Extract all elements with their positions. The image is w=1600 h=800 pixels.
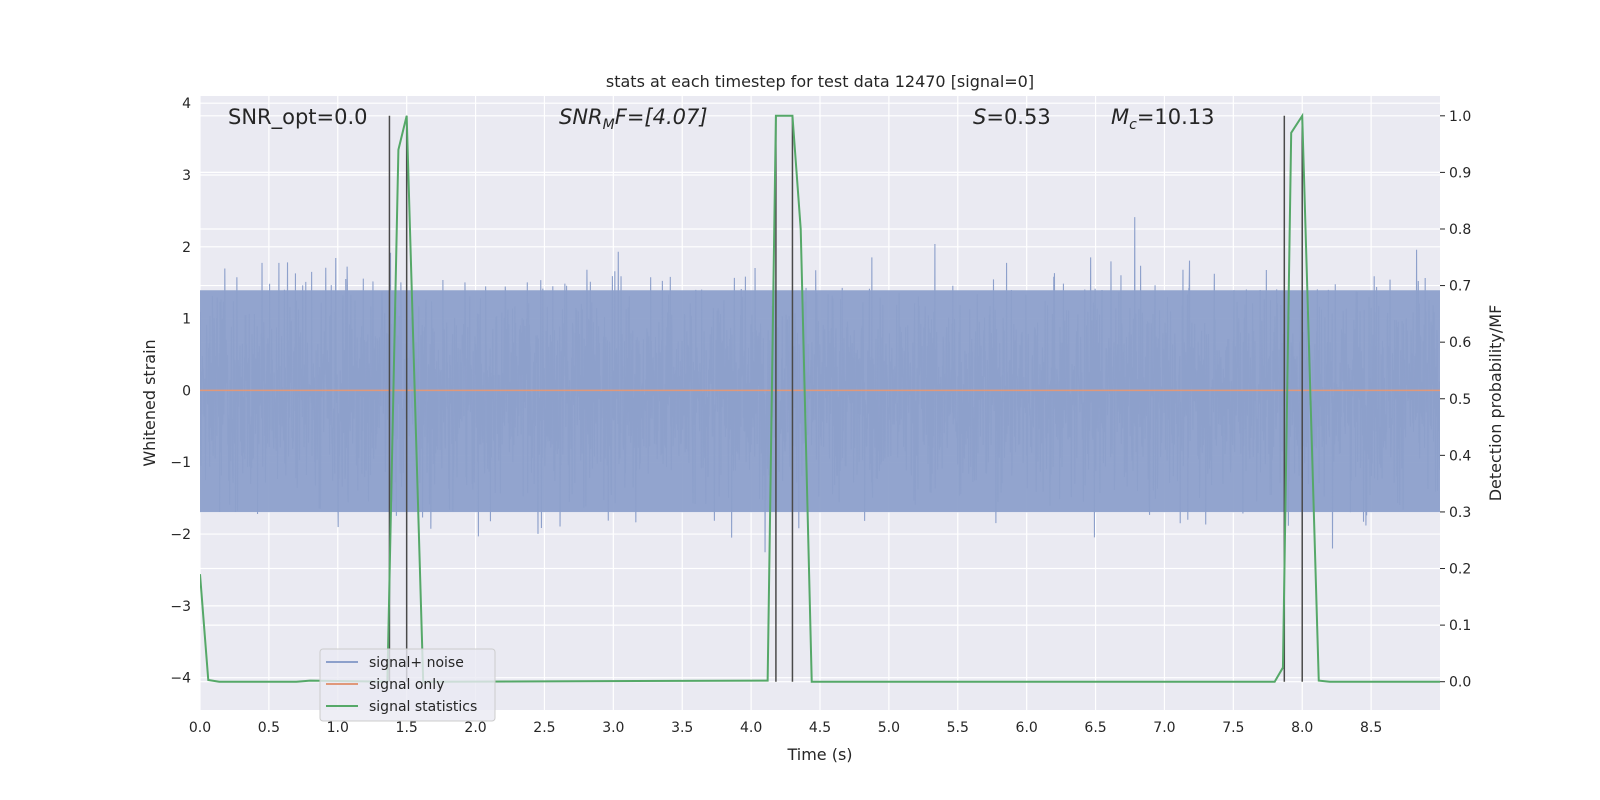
legend-label-signal-statistics: signal statistics (369, 699, 477, 715)
x-tick-label: 0.5 (258, 720, 280, 736)
legend-label-signal-plus-noise: signal+ noise (369, 655, 464, 671)
x-tick-label: 3.0 (602, 720, 624, 736)
x-tick-label: 4.0 (740, 720, 762, 736)
y-right-tick-labels: 1.0 0.9 0.8 0.7 0.6 0.5 0.4 0.3 0.2 0.1 0.0 (1440, 109, 1471, 691)
series-signal-statistics (200, 112, 1440, 683)
x-tick-label: 0.0 (189, 720, 211, 736)
x-tick-label: 8.0 (1291, 720, 1313, 736)
x-axis-label: Time (s) (786, 745, 852, 764)
y-tick-label: −2 (170, 527, 191, 543)
y-right-tick-label: 0.1 (1449, 618, 1471, 634)
y-tick-label: 2 (182, 240, 191, 256)
x-tick-label: 6.0 (1016, 720, 1038, 736)
annotation-s: S=0.53 (973, 105, 1051, 129)
y-right-tick-label: 0.3 (1449, 505, 1471, 521)
y-right-tick-label: 0.2 (1449, 562, 1471, 578)
annotation-snr-mf: SNRMF=[4.07] (559, 105, 708, 133)
y-tick-labels: 4 3 2 1 0 −1 −2 −3 −4 (170, 96, 191, 687)
y-tick-label: 0 (182, 383, 191, 399)
annotation-snr-opt: SNR_opt=0.0 (228, 105, 368, 130)
y-right-tick-label: 0.8 (1449, 222, 1471, 238)
y-right-tick-label: 1.0 (1449, 109, 1471, 125)
x-tick-label: 1.5 (396, 720, 418, 736)
y-right-tick-label: 0.0 (1449, 675, 1471, 691)
y-right-tick-label: 0.4 (1449, 448, 1471, 464)
y-right-tick-label: 0.5 (1449, 392, 1471, 408)
y-right-axis-label: Detection probability/MF (1486, 305, 1505, 502)
x-tick-label: 7.0 (1153, 720, 1175, 736)
y-right-tick-label: 0.7 (1449, 279, 1471, 295)
y-tick-label: 3 (182, 168, 191, 184)
y-tick-label: −1 (170, 455, 191, 471)
x-tick-label: 7.5 (1222, 720, 1244, 736)
legend-box (319, 648, 496, 722)
x-tick-label: 6.5 (1084, 720, 1106, 736)
x-tick-label: 8.5 (1360, 720, 1382, 736)
plot-area (200, 112, 1440, 683)
y-tick-label: −3 (170, 599, 191, 615)
legend: signal+ noise signal only signal statist… (319, 648, 496, 722)
y-tick-label: −4 (170, 671, 191, 687)
y-tick-label: 4 (182, 96, 191, 112)
x-tick-label: 4.5 (809, 720, 831, 736)
x-tick-label: 3.5 (671, 720, 693, 736)
x-tick-label: 1.0 (327, 720, 349, 736)
legend-label-signal-only: signal only (369, 677, 444, 693)
x-tick-label: 5.5 (947, 720, 969, 736)
y-axis-label: Whitened strain (140, 339, 159, 466)
y-tick-label: 1 (182, 312, 191, 328)
chart-title: stats at each timestep for test data 124… (606, 72, 1034, 91)
y-right-tick-label: 0.6 (1449, 335, 1471, 351)
x-tick-label: 2.0 (464, 720, 486, 736)
x-tick-labels: 0.0 0.5 1.0 1.5 2.0 2.5 3.0 3.5 4.0 4.5 5.0 5.5 6.0 6… (189, 720, 1382, 736)
y-right-tick-label: 0.9 (1449, 165, 1471, 181)
annotation-mc: Mc=10.13 (1111, 105, 1215, 133)
x-tick-label: 5.0 (878, 720, 900, 736)
x-tick-label: 2.5 (533, 720, 555, 736)
